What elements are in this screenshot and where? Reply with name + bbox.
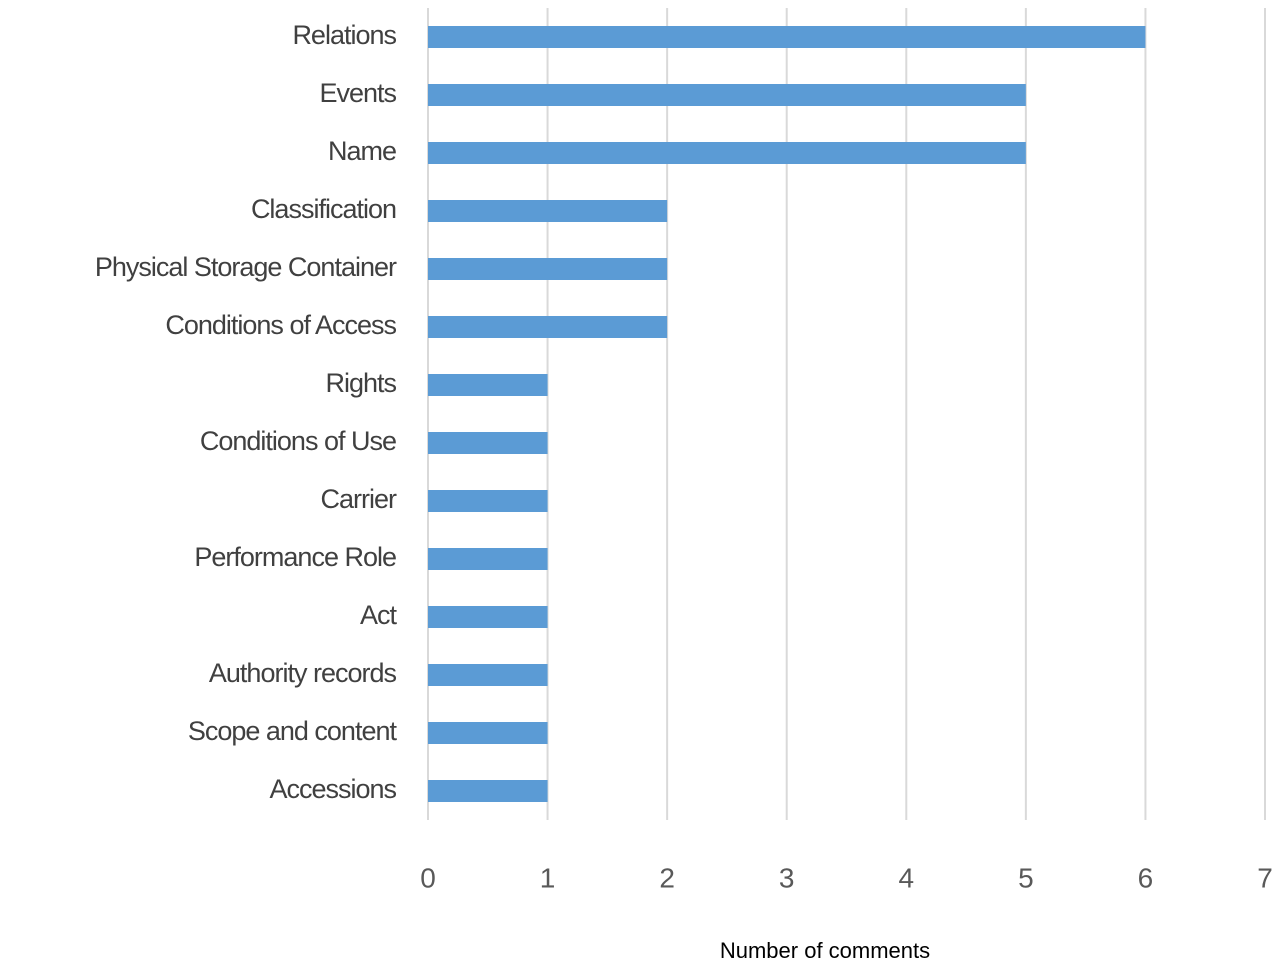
- y-tick-label: Scope and content: [188, 716, 398, 746]
- y-tick-label: Conditions of Use: [200, 426, 396, 456]
- bar: [428, 84, 1026, 106]
- y-tick-label: Accessions: [269, 774, 396, 804]
- bar: [428, 722, 548, 744]
- bar: [428, 374, 548, 396]
- y-tick-label: Conditions of Access: [165, 310, 396, 340]
- bar: [428, 142, 1026, 164]
- x-tick-label: 7: [1257, 862, 1273, 893]
- x-tick-label: 3: [779, 862, 795, 893]
- bar: [428, 316, 668, 338]
- bar: [428, 258, 668, 280]
- x-tick-label: 2: [659, 862, 675, 893]
- bar: [428, 200, 668, 222]
- bar: [428, 26, 1146, 48]
- y-tick-label: Act: [360, 600, 398, 630]
- bar: [428, 664, 548, 686]
- x-tick-label: 5: [1018, 862, 1034, 893]
- bar: [428, 780, 548, 802]
- y-tick-label: Rights: [325, 368, 396, 398]
- bar: [428, 548, 548, 570]
- y-tick-label: Authority records: [209, 658, 397, 688]
- y-tick-label: Classification: [251, 194, 396, 224]
- y-tick-label: Events: [319, 78, 396, 108]
- x-tick-label: 6: [1138, 862, 1154, 893]
- x-tick-label: 4: [898, 862, 914, 893]
- bar: [428, 432, 548, 454]
- y-tick-label: Performance Role: [194, 542, 396, 572]
- x-tick-label: 0: [420, 862, 436, 893]
- y-tick-label: Relations: [292, 20, 396, 50]
- bar: [428, 606, 548, 628]
- x-axis-label: Number of comments: [720, 938, 930, 963]
- y-tick-label: Carrier: [320, 484, 397, 514]
- x-tick-label: 1: [540, 862, 556, 893]
- bar: [428, 490, 548, 512]
- y-tick-label: Name: [328, 136, 396, 166]
- y-tick-label: Physical Storage Container: [95, 252, 397, 282]
